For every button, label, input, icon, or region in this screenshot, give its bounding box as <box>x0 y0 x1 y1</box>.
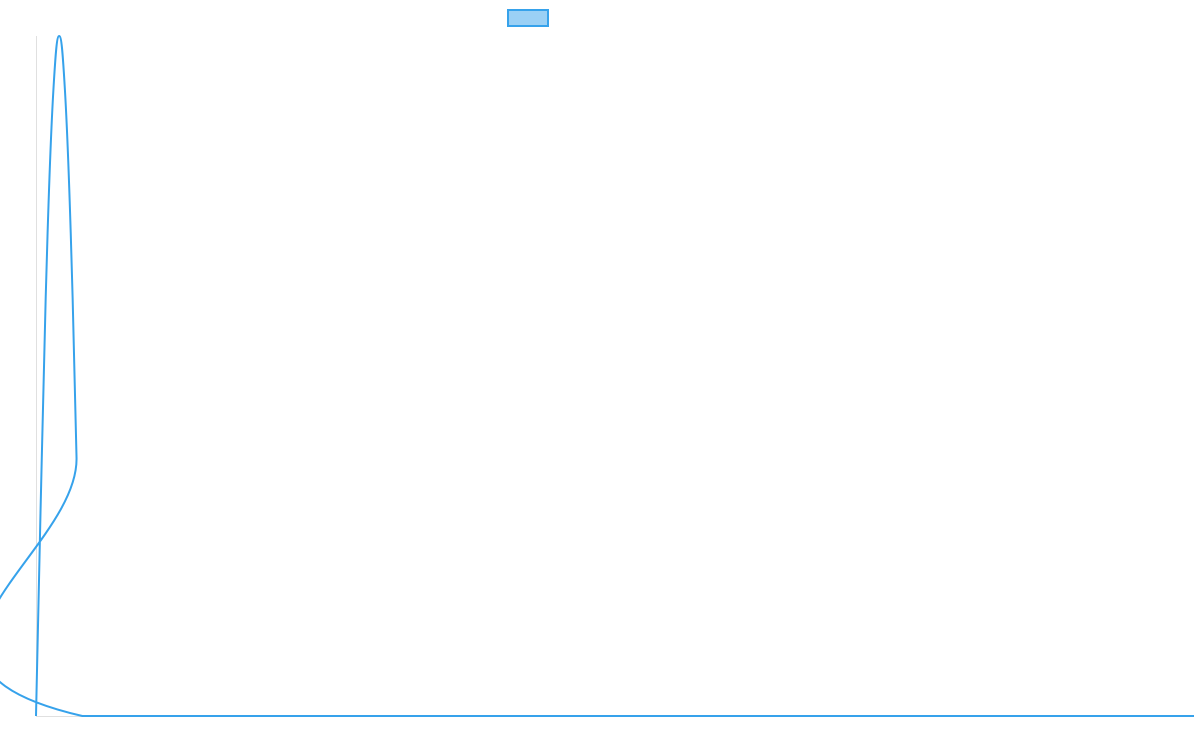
legend-swatch[interactable] <box>507 9 549 27</box>
series-line-0 <box>0 34 1194 718</box>
series-layer <box>0 34 1194 718</box>
